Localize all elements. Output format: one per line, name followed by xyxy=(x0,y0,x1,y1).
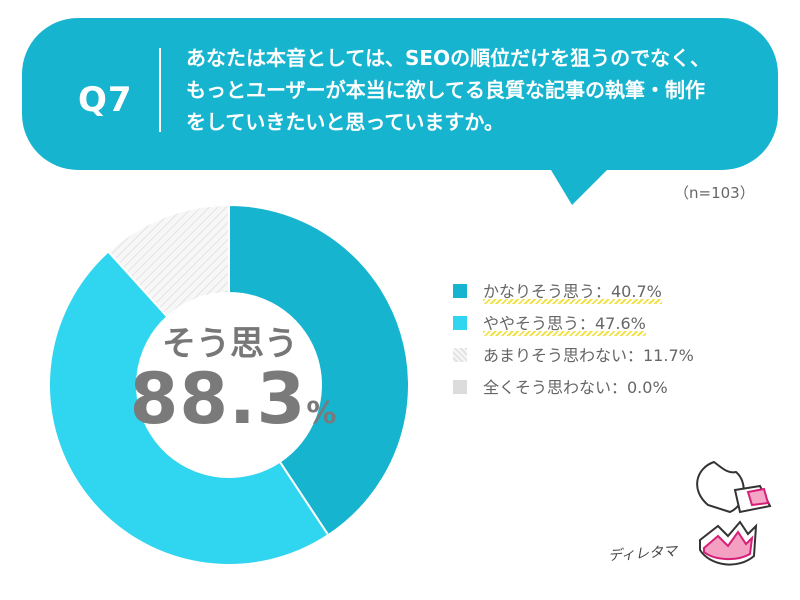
legend-label: かなりそう思う：40.7% xyxy=(483,282,662,304)
legend-swatch xyxy=(453,316,467,330)
question-line: をしていきたいと思っていますか。 xyxy=(186,110,504,134)
question-divider xyxy=(159,48,161,132)
legend-swatch xyxy=(453,284,467,298)
legend-label: ややそう思う：47.6% xyxy=(483,314,646,336)
sample-size: （n=103） xyxy=(674,184,755,202)
question-line: あなたは本音としては、SEOの順位だけを狙うのでなく、 xyxy=(186,46,711,70)
legend-item-not-at-all: 全くそう思わない：0.0% xyxy=(453,378,753,398)
legend-swatch xyxy=(453,380,467,394)
legend-swatch xyxy=(453,348,467,362)
question-line: もっとユーザーが本当に欲してる良質な記事の執筆・制作 xyxy=(186,78,705,102)
legend-item-somewhat-agree: ややそう思う：47.6% xyxy=(453,314,753,336)
question-number: Q7 xyxy=(78,80,133,120)
legend-label: 全くそう思わない：0.0% xyxy=(483,378,668,397)
chart-legend: かなりそう思う：40.7% ややそう思う：47.6% あまりそう思わない：11.… xyxy=(453,282,753,410)
center-percent: 88.3 xyxy=(129,358,307,440)
legend-item-strongly-agree: かなりそう思う：40.7% xyxy=(453,282,753,304)
slice-strongly-agree xyxy=(228,203,410,537)
center-label: そう思う xyxy=(162,324,298,364)
center-value: 88.3% xyxy=(118,358,348,440)
question-text: あなたは本音としては、SEOの順位だけを狙うのでなく、 もっとユーザーが本当に欲… xyxy=(186,42,746,138)
legend-label: あまりそう思わない：11.7% xyxy=(483,346,694,365)
slice-not-really xyxy=(106,203,230,319)
legend-item-not-really: あまりそう思わない：11.7% xyxy=(453,346,753,366)
question-bubble xyxy=(22,18,778,170)
center-unit: % xyxy=(306,396,337,431)
slice-somewhat-agree xyxy=(48,250,330,566)
